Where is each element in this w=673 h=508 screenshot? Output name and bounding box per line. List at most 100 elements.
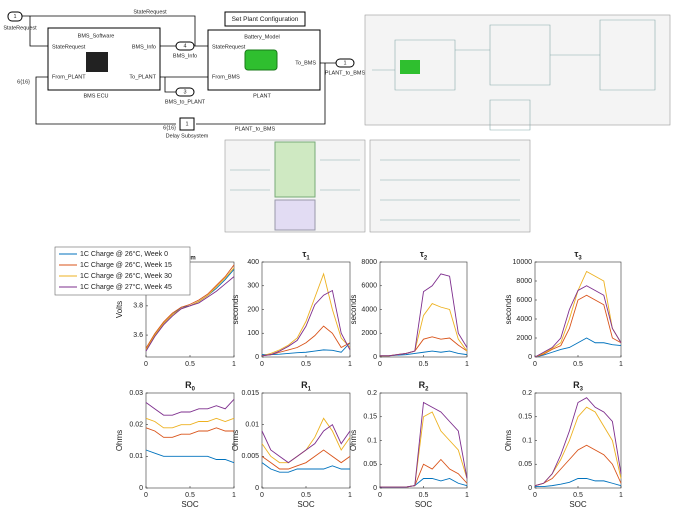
y-tick-label: 2000	[361, 330, 377, 337]
y-tick-label: 0.015	[241, 390, 259, 397]
plot-area	[534, 392, 622, 489]
charts: 3.63.8400.51EmVolts1C Charge @ 26°C, Wee…	[54, 246, 623, 508]
x-tick-label: 0.5	[301, 361, 311, 368]
title-main: R	[419, 380, 426, 390]
x-tick-label: 0.5	[573, 492, 583, 499]
block-label: PLANT	[253, 93, 271, 99]
thumbnail-panel	[274, 199, 316, 231]
y-tick-label: 0.05	[518, 461, 532, 468]
x-axis-label: SOC	[297, 500, 315, 508]
series-line	[145, 276, 235, 352]
port-number: 1	[13, 14, 16, 20]
port-label: StateRequest	[52, 44, 86, 50]
y-tick-label: 2000	[516, 335, 532, 342]
title-subscript: 2	[424, 255, 428, 261]
x-tick-label: 0	[378, 361, 382, 368]
x-axis-label: SOC	[569, 500, 587, 508]
plot-area	[261, 392, 351, 489]
dim-label: 6{16}	[17, 79, 30, 85]
y-tick-label: 4000	[361, 306, 377, 313]
y-tick-label: 8000	[516, 278, 532, 285]
thumbnail-lines	[230, 159, 520, 221]
chart-title: τ3	[574, 249, 582, 261]
y-axis-label: seconds	[231, 295, 240, 325]
y-tick-label: 3.8	[133, 303, 143, 310]
title-main: R	[185, 380, 192, 390]
y-tick-label: 0	[255, 485, 259, 492]
x-tick-label: 0.5	[573, 361, 583, 368]
x-tick-label: 1	[348, 492, 352, 499]
series-line	[535, 478, 622, 488]
block-name: BMS_Software	[78, 33, 115, 39]
port-label: To_BMS	[295, 60, 316, 66]
port-number: 3	[183, 89, 186, 95]
y-axis-label: Ohms	[504, 430, 513, 451]
block-value: 1	[185, 121, 188, 127]
series-line	[261, 423, 351, 464]
y-axis-label: seconds	[349, 295, 358, 325]
series-line	[145, 417, 235, 429]
plot-area	[379, 392, 468, 489]
title-subscript: 2	[425, 386, 429, 392]
y-tick-label: 4000	[516, 316, 532, 323]
out-port	[335, 58, 355, 68]
x-tick-label: 0	[144, 492, 148, 499]
series-line	[534, 337, 622, 358]
y-tick-label: 300	[247, 283, 259, 290]
y-tick-label: 0	[528, 354, 532, 361]
y-tick-label: 0.2	[367, 390, 377, 397]
port-label: From_PLANT	[52, 74, 86, 80]
chart-title: R3	[573, 380, 584, 392]
x-tick-label: 0	[144, 361, 148, 368]
y-tick-label: 0	[139, 485, 143, 492]
y-tick-label: 6000	[361, 283, 377, 290]
block-name: Battery_Model	[244, 34, 279, 40]
title-main: τ	[420, 249, 424, 259]
x-tick-label: 1	[465, 492, 469, 499]
port-label: BMS_Info	[173, 53, 197, 59]
x-tick-label: 0.5	[301, 492, 311, 499]
block-label: BMS ECU	[83, 93, 108, 99]
port-label: PLANT_to_BMS	[325, 70, 366, 76]
series-line	[380, 273, 468, 357]
plot-area	[534, 261, 622, 358]
plot-area	[261, 261, 351, 358]
title-main: τ	[302, 249, 306, 259]
port-number: 4	[183, 43, 186, 49]
y-tick-label: 0.1	[522, 437, 532, 444]
wire	[35, 45, 336, 125]
y-tick-label: 0	[255, 354, 259, 361]
title-subscript: 0	[192, 386, 196, 392]
y-tick-label: 0.01	[129, 453, 143, 460]
block-label: Delay Subsystem	[166, 133, 209, 139]
y-tick-label: 0.2	[522, 390, 532, 397]
x-tick-label: 0	[533, 492, 537, 499]
port-label: StateRequest	[212, 44, 246, 50]
battery-icon	[244, 49, 278, 71]
signal-label: PLANT_to_BMS	[235, 126, 276, 132]
legend-label: 1C Charge @ 27°C, Week 45	[80, 283, 172, 291]
series-line	[534, 397, 622, 487]
thumbnail-panel	[274, 141, 316, 198]
port-label: From_BMS	[212, 74, 240, 80]
y-tick-label: 0.03	[129, 390, 143, 397]
series-line	[145, 264, 235, 349]
wire	[22, 15, 208, 47]
x-tick-label: 0.5	[419, 361, 429, 368]
legend-label: 1C Charge @ 26°C, Week 15	[80, 261, 172, 269]
series-line	[145, 399, 235, 416]
plot-area	[145, 392, 235, 489]
signal-label: StateRequest	[133, 9, 167, 15]
dim-label: 6{16}	[163, 125, 176, 131]
legend-box	[54, 246, 191, 296]
config-button[interactable]	[224, 11, 306, 27]
x-tick-label: 1	[619, 492, 623, 499]
title-main: τ	[574, 249, 578, 259]
series-line	[145, 427, 234, 438]
title-main: R	[573, 380, 580, 390]
x-tick-label: 0	[260, 361, 264, 368]
x-tick-label: 0.5	[419, 492, 429, 499]
series-line	[261, 325, 351, 357]
chip-icon	[86, 52, 108, 72]
y-tick-label: 0	[373, 485, 377, 492]
